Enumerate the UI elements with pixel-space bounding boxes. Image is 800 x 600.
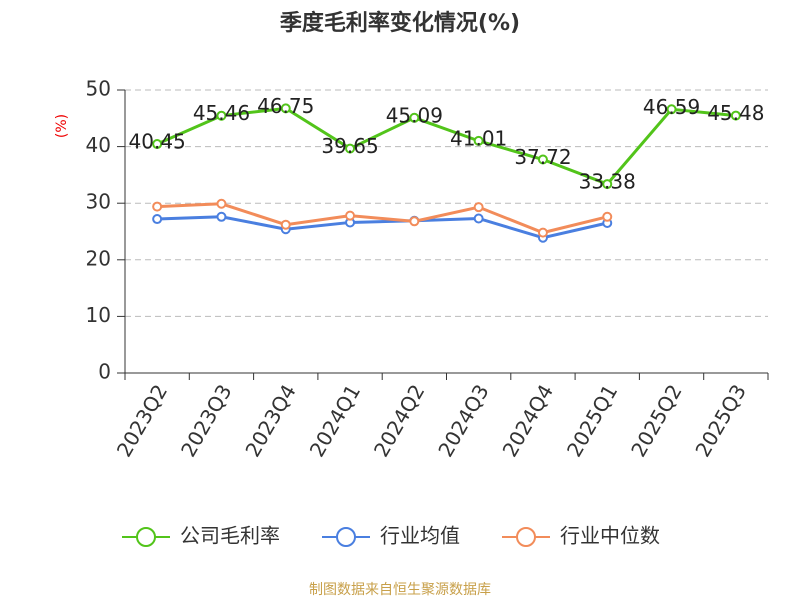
data-point xyxy=(216,211,227,222)
data-point xyxy=(473,135,484,146)
legend-label: 行业均值 xyxy=(380,524,460,548)
x-tick-label: 2023Q3 xyxy=(176,380,236,461)
legend-marker xyxy=(136,527,156,547)
data-point xyxy=(730,110,741,121)
series-line xyxy=(157,202,608,235)
x-tick-label: 2023Q4 xyxy=(240,380,300,461)
y-tick-label: 10 xyxy=(86,303,111,327)
data-label: 41.01 xyxy=(450,126,507,150)
x-tick-label: 2025Q3 xyxy=(690,380,750,461)
data-point xyxy=(216,110,227,121)
data-point xyxy=(280,103,291,114)
data-point xyxy=(345,210,356,221)
x-tick-label: 2023Q2 xyxy=(112,380,172,461)
legend-marker xyxy=(336,527,356,547)
data-point xyxy=(152,139,163,150)
data-point xyxy=(345,143,356,154)
y-axis-label: (%) xyxy=(54,114,70,138)
data-point xyxy=(152,214,163,225)
data-label: 45.48 xyxy=(707,101,764,125)
data-label: 39.65 xyxy=(321,134,378,158)
data-point xyxy=(666,104,677,115)
data-label: 46.59 xyxy=(643,95,700,119)
data-point xyxy=(409,216,420,227)
y-tick-label: 40 xyxy=(86,133,111,157)
data-point xyxy=(152,201,163,212)
x-tick-label: 2025Q2 xyxy=(626,380,686,461)
x-tick-label: 2024Q2 xyxy=(369,380,429,461)
x-tick-label: 2024Q1 xyxy=(305,380,365,461)
x-tick-label: 2024Q4 xyxy=(498,380,558,461)
data-point xyxy=(216,198,227,209)
legend-label: 公司毛利率 xyxy=(180,524,280,548)
data-point xyxy=(537,227,548,238)
data-label: 37.72 xyxy=(514,145,571,169)
y-tick-label: 0 xyxy=(98,360,111,384)
data-point xyxy=(602,179,613,190)
x-tick-label: 2025Q1 xyxy=(562,380,622,461)
source-note: 制图数据来自恒生聚源数据库 xyxy=(309,582,491,598)
x-tick-label: 2024Q3 xyxy=(433,380,493,461)
data-label: 33.38 xyxy=(579,170,636,194)
data-point xyxy=(602,211,613,222)
y-tick-label: 20 xyxy=(86,246,111,270)
data-point xyxy=(409,112,420,123)
series-line xyxy=(156,106,736,186)
chart-title: 季度毛利率变化情况(%) xyxy=(280,10,520,36)
y-tick-label: 50 xyxy=(86,77,111,101)
series-line xyxy=(157,215,608,240)
data-point xyxy=(537,154,548,165)
data-point xyxy=(473,213,484,224)
legend-label: 行业中位数 xyxy=(560,524,660,548)
data-label: 45.46 xyxy=(193,101,250,125)
data-label: 46.75 xyxy=(257,94,314,118)
data-point xyxy=(280,219,291,230)
y-tick-label: 30 xyxy=(86,190,111,214)
data-point xyxy=(473,202,484,213)
data-label: 40.45 xyxy=(129,130,186,154)
legend-marker xyxy=(516,527,536,547)
data-label: 45.09 xyxy=(386,103,443,127)
